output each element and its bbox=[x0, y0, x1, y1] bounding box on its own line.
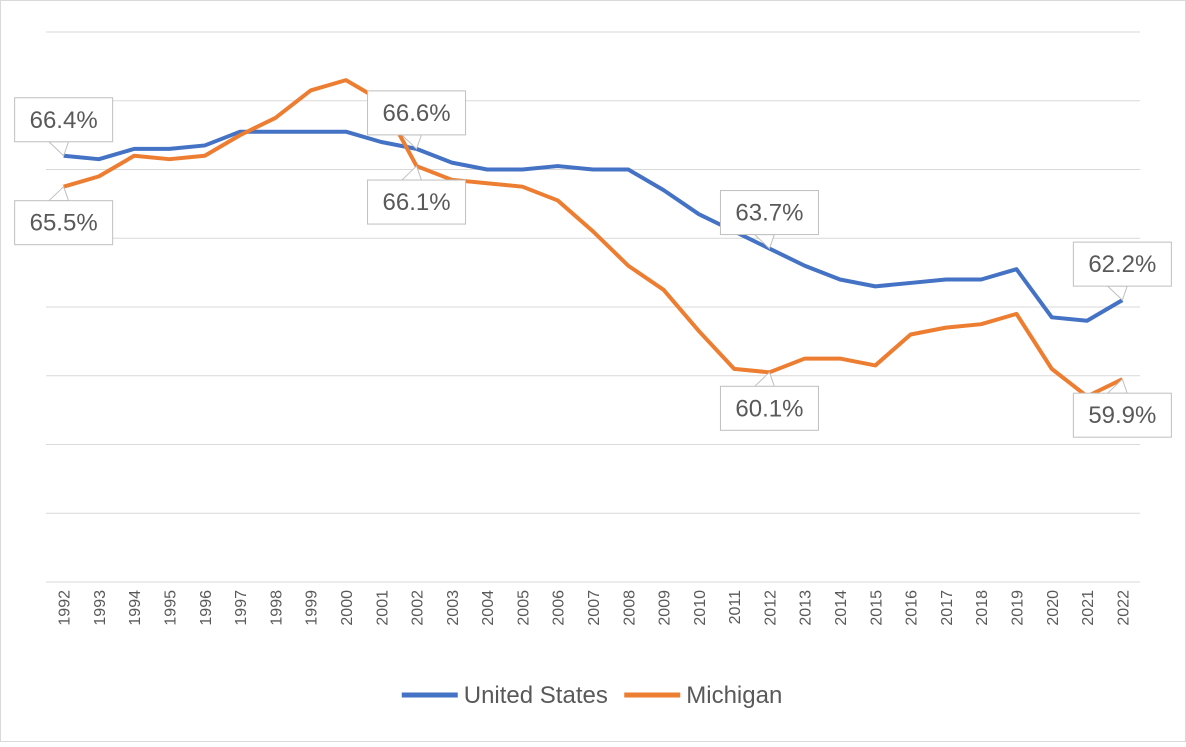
x-tick-label: 2014 bbox=[833, 590, 850, 626]
x-tick-label: 1997 bbox=[233, 590, 250, 626]
data-label: 66.6% bbox=[383, 100, 451, 127]
x-tick-label: 2022 bbox=[1115, 590, 1132, 626]
data-label: 66.4% bbox=[30, 107, 98, 134]
x-tick-label: 2020 bbox=[1045, 590, 1062, 626]
x-tick-label: 2009 bbox=[657, 590, 674, 626]
x-tick-label: 2017 bbox=[939, 590, 956, 626]
x-tick-label: 2000 bbox=[339, 590, 356, 626]
x-tick-label: 2021 bbox=[1080, 590, 1097, 626]
data-callout: 62.2% bbox=[1072, 241, 1172, 302]
callout-box bbox=[1072, 241, 1172, 287]
x-tick-label: 2012 bbox=[762, 590, 779, 626]
callout-box bbox=[719, 385, 819, 431]
data-label: 63.7% bbox=[735, 200, 803, 227]
callout-box bbox=[14, 97, 114, 143]
x-tick-label: 2002 bbox=[410, 590, 427, 626]
x-tick-label: 2013 bbox=[798, 590, 815, 626]
callout-box bbox=[367, 179, 467, 225]
x-tick-label: 2006 bbox=[551, 590, 568, 626]
data-label: 59.9% bbox=[1088, 402, 1156, 429]
data-label: 62.2% bbox=[1088, 251, 1156, 278]
x-tick-label: 1998 bbox=[268, 590, 285, 626]
data-callout: 66.4% bbox=[14, 97, 114, 157]
x-tick-label: 2010 bbox=[692, 590, 709, 626]
x-tick-label: 2005 bbox=[515, 590, 532, 626]
x-tick-label: 2008 bbox=[621, 590, 638, 626]
data-callout: 59.9% bbox=[1072, 378, 1172, 438]
x-tick-label: 2019 bbox=[1009, 590, 1026, 626]
x-tick-label: 1992 bbox=[57, 590, 74, 626]
series-line bbox=[63, 78, 1124, 399]
callout-box bbox=[1072, 392, 1172, 438]
x-tick-label: 2018 bbox=[974, 590, 991, 626]
x-tick-label: 2011 bbox=[727, 590, 744, 625]
data-callout: 63.7% bbox=[719, 190, 819, 250]
series-line bbox=[63, 129, 1124, 323]
callout-box bbox=[367, 90, 467, 136]
legend-label: Michigan bbox=[686, 682, 782, 709]
data-callout: 66.1% bbox=[367, 165, 467, 225]
data-label: 65.5% bbox=[30, 210, 98, 237]
x-tick-label: 1993 bbox=[92, 590, 109, 626]
x-tick-label: 2015 bbox=[868, 590, 885, 626]
x-tick-label: 2007 bbox=[586, 590, 603, 626]
x-tick-label: 1999 bbox=[304, 590, 321, 626]
x-tick-label: 2001 bbox=[374, 590, 391, 626]
x-tick-label: 1996 bbox=[198, 590, 215, 626]
data-label: 66.1% bbox=[383, 189, 451, 216]
x-tick-label: 2003 bbox=[445, 590, 462, 626]
legend-label: United States bbox=[464, 682, 608, 709]
data-label: 60.1% bbox=[735, 395, 803, 422]
callout-box bbox=[14, 200, 114, 246]
data-callout: 66.6% bbox=[367, 90, 467, 150]
x-tick-label: 1994 bbox=[127, 590, 144, 626]
data-callout: 65.5% bbox=[14, 185, 114, 246]
x-tick-label: 2016 bbox=[904, 590, 921, 626]
x-tick-label: 1995 bbox=[163, 590, 180, 626]
callout-box bbox=[719, 190, 819, 236]
x-tick-label: 2004 bbox=[480, 590, 497, 626]
data-callout: 60.1% bbox=[719, 371, 819, 431]
